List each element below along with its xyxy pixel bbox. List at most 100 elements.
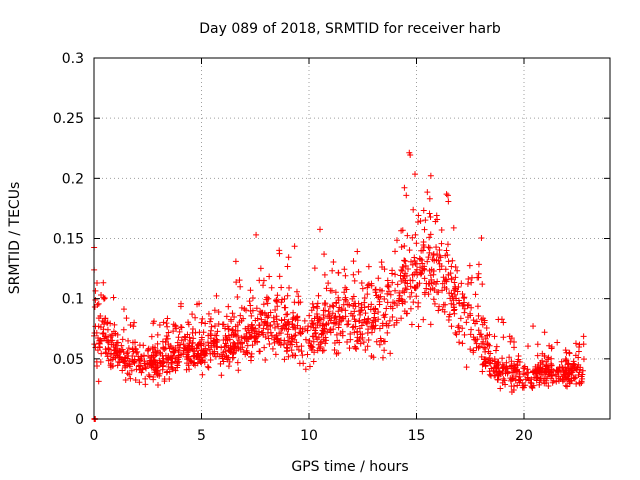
- data-point: [204, 339, 211, 346]
- data-point: [207, 356, 214, 363]
- data-point: [272, 306, 279, 313]
- data-point: [207, 331, 214, 338]
- data-point: [322, 340, 329, 347]
- data-point: [359, 334, 366, 341]
- data-point: [430, 271, 437, 278]
- data-point: [294, 317, 301, 324]
- data-point: [296, 360, 303, 367]
- data-point: [265, 295, 272, 302]
- data-point: [332, 289, 339, 296]
- data-point: [125, 360, 132, 367]
- data-point: [247, 302, 254, 309]
- data-point: [373, 338, 380, 345]
- data-point: [185, 321, 192, 328]
- data-point: [127, 322, 134, 329]
- data-point: [96, 343, 103, 350]
- data-point: [348, 310, 354, 317]
- data-point: [92, 287, 99, 294]
- data-point: [521, 371, 528, 378]
- data-point: [426, 267, 433, 274]
- data-point: [285, 326, 292, 333]
- data-point: [310, 338, 317, 345]
- data-point: [533, 377, 540, 384]
- data-point: [169, 365, 176, 372]
- data-point: [375, 275, 382, 282]
- data-point: [580, 333, 587, 340]
- data-point: [421, 263, 428, 270]
- data-point: [167, 355, 174, 362]
- data-point: [442, 252, 449, 259]
- data-point: [214, 344, 221, 351]
- data-point: [104, 326, 111, 333]
- data-point: [475, 312, 482, 319]
- data-point: [112, 330, 119, 337]
- data-point: [407, 283, 414, 290]
- data-point: [299, 352, 306, 359]
- data-point: [194, 352, 201, 359]
- data-point: [500, 363, 507, 370]
- data-point: [415, 303, 422, 310]
- data-point: [484, 340, 491, 347]
- data-point: [381, 266, 388, 273]
- data-point: [336, 304, 343, 311]
- data-point: [267, 309, 274, 316]
- data-point: [163, 320, 170, 327]
- data-point: [448, 323, 455, 330]
- data-point: [302, 366, 309, 373]
- data-point: [439, 306, 446, 313]
- data-point: [411, 171, 418, 178]
- data-point: [342, 284, 349, 291]
- data-point: [503, 359, 510, 366]
- data-point: [110, 294, 117, 301]
- data-point: [472, 291, 479, 298]
- data-point: [544, 356, 551, 363]
- data-point: [445, 198, 452, 205]
- data-point: [248, 321, 255, 328]
- data-point: [522, 382, 529, 389]
- data-point: [568, 377, 575, 384]
- data-point: [299, 325, 306, 332]
- data-point: [170, 346, 177, 353]
- data-point: [142, 381, 149, 388]
- data-point: [412, 260, 419, 267]
- data-point: [323, 321, 330, 328]
- data-point: [97, 324, 104, 331]
- data-point: [126, 371, 133, 378]
- data-point: [452, 264, 459, 271]
- data-point: [485, 341, 492, 348]
- data-point: [297, 330, 304, 337]
- data-point: [474, 303, 481, 310]
- data-point: [275, 323, 282, 330]
- data-point: [450, 297, 457, 304]
- data-point: [202, 345, 209, 352]
- data-point: [537, 375, 544, 382]
- data-point: [481, 356, 488, 363]
- data-point: [379, 322, 386, 329]
- data-point: [234, 327, 241, 334]
- data-point: [410, 206, 417, 213]
- data-point: [438, 227, 445, 234]
- y-tick-label: 0.2: [62, 171, 84, 187]
- data-point: [335, 324, 342, 331]
- data-point: [222, 325, 229, 332]
- data-point: [377, 293, 384, 300]
- data-point: [226, 358, 233, 365]
- data-point: [575, 372, 582, 379]
- data-point: [329, 267, 336, 274]
- data-point: [114, 352, 121, 359]
- data-point: [413, 240, 420, 247]
- data-point: [169, 359, 176, 366]
- data-point: [365, 315, 372, 322]
- data-point: [432, 281, 439, 288]
- data-point: [571, 361, 578, 368]
- data-point: [398, 244, 405, 251]
- data-point: [476, 331, 483, 338]
- data-point: [211, 322, 218, 329]
- data-point: [272, 351, 279, 358]
- data-point: [565, 360, 572, 367]
- data-point: [573, 380, 580, 387]
- data-point: [94, 347, 101, 354]
- data-point: [164, 335, 171, 342]
- data-point: [154, 340, 161, 347]
- data-point: [273, 313, 280, 320]
